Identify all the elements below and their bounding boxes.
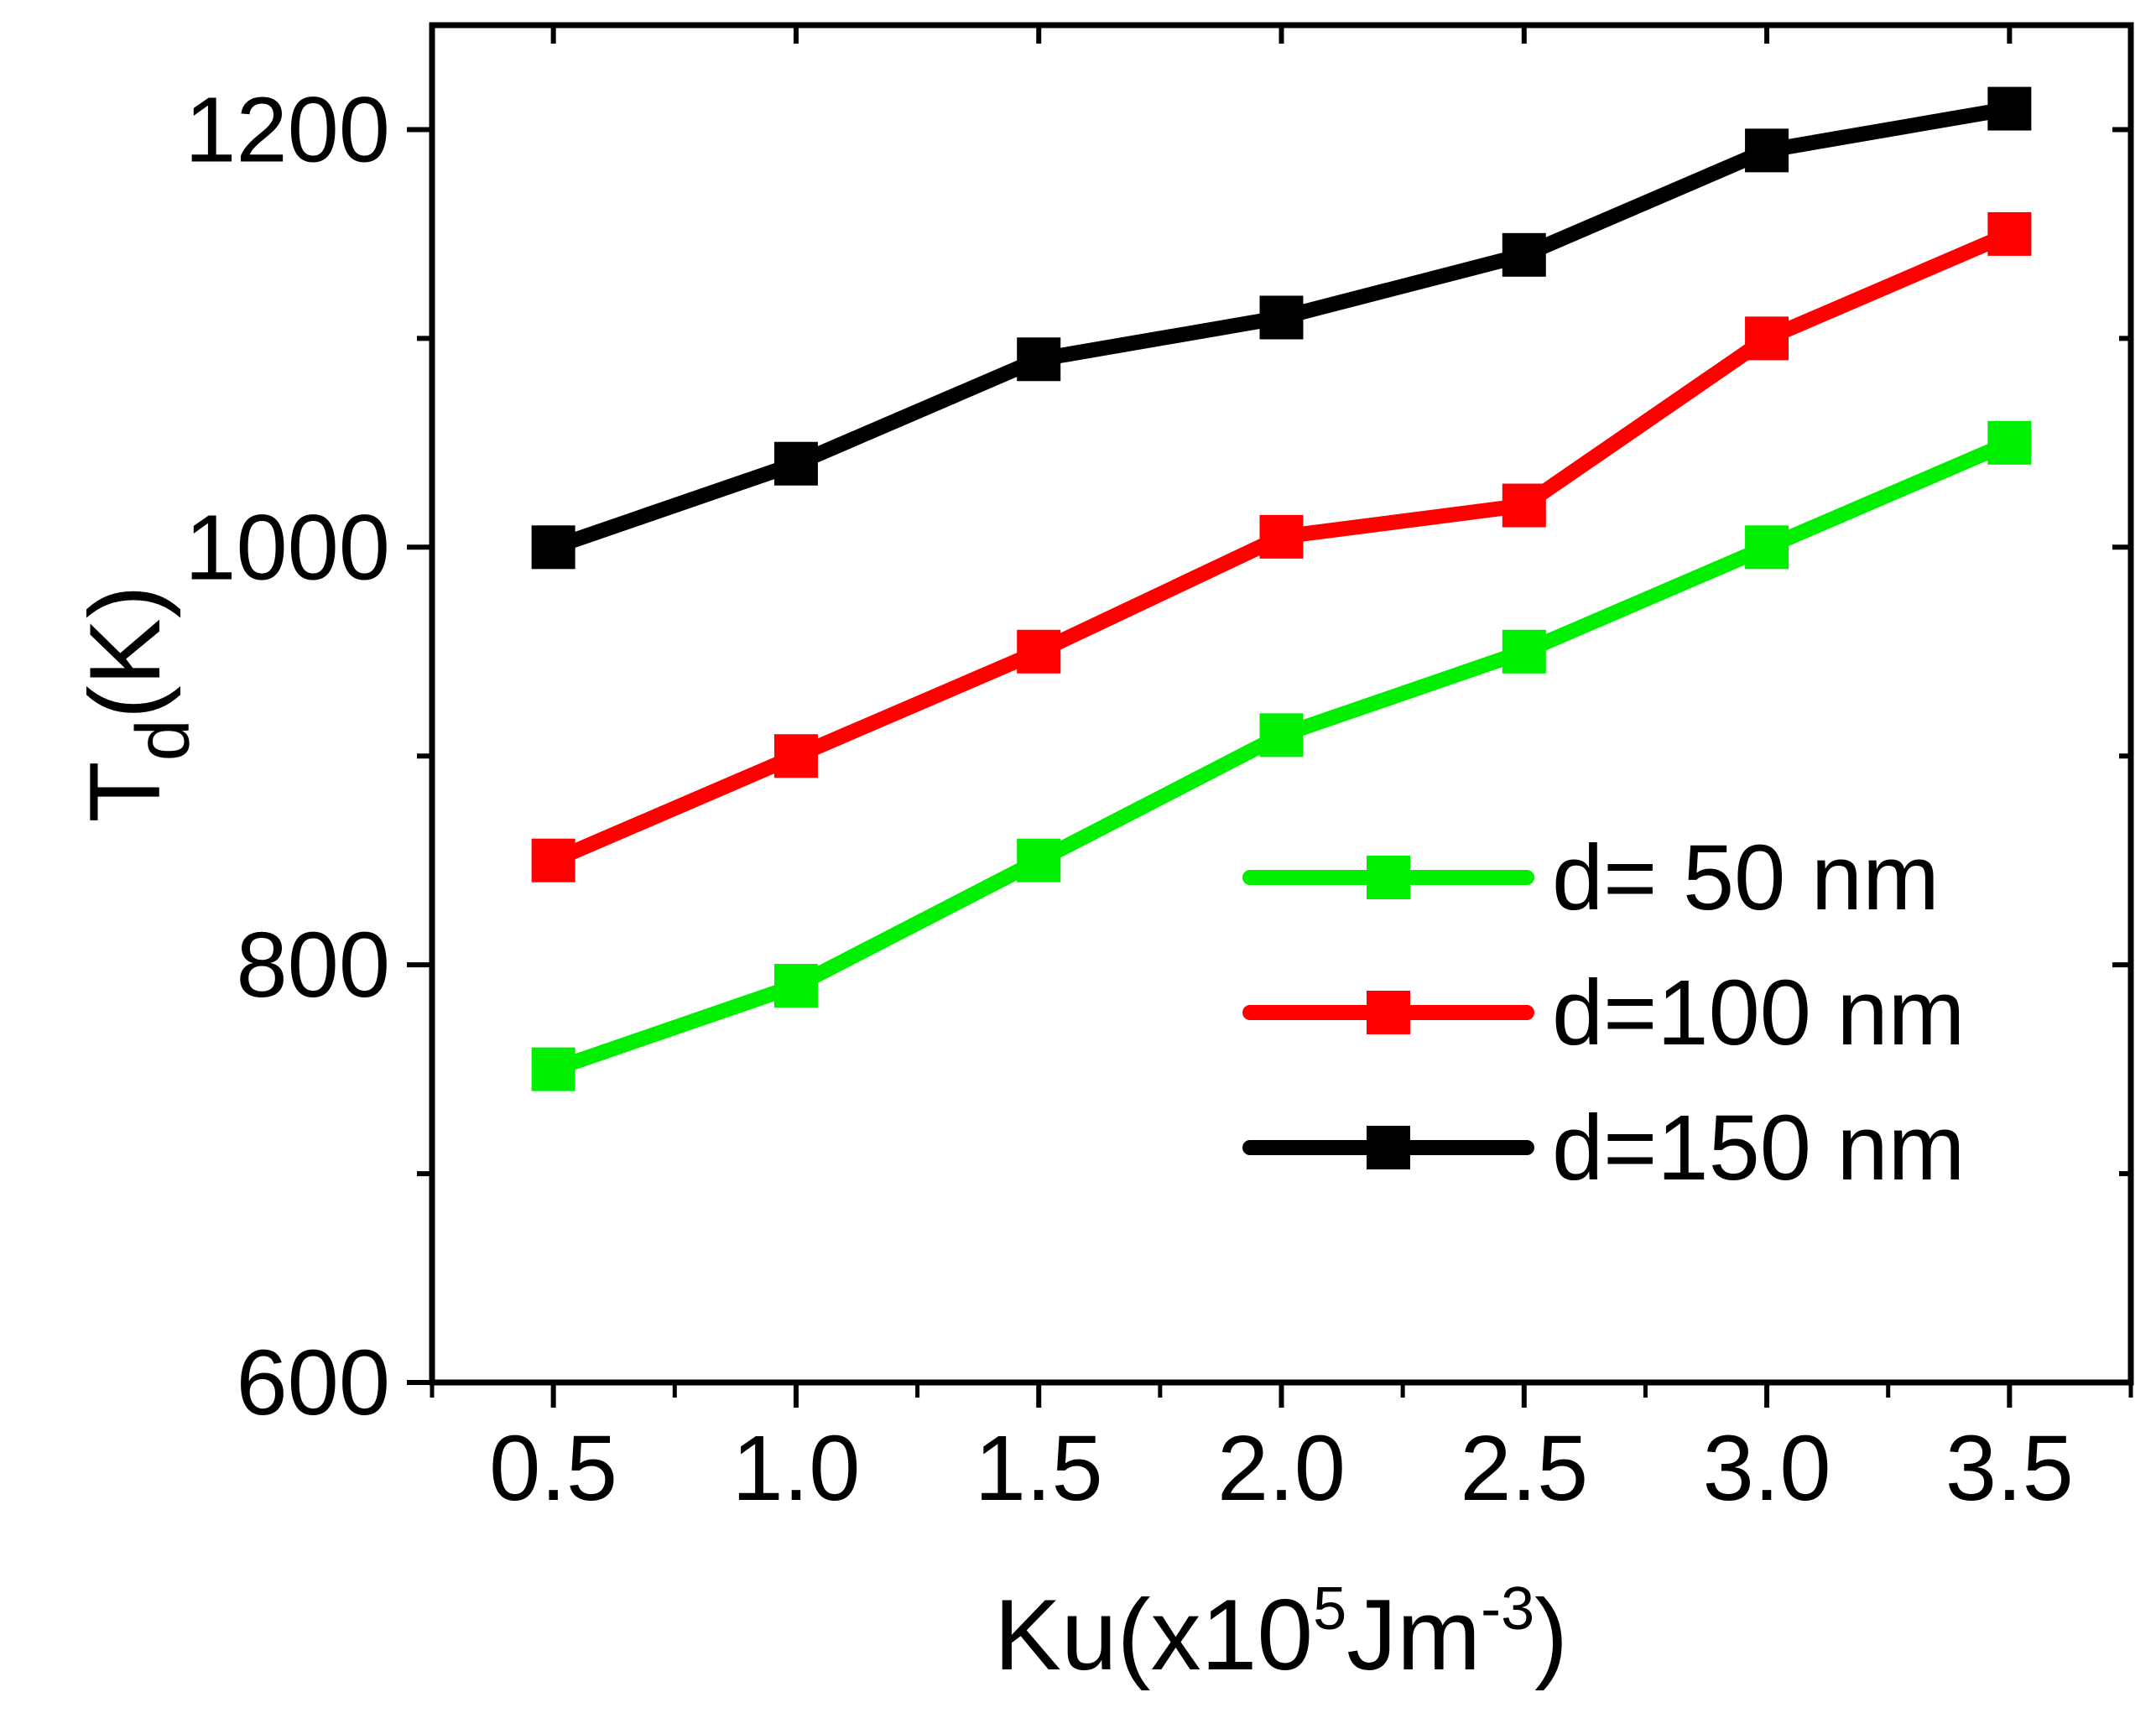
data-point (1017, 337, 1061, 382)
y-axis-title-sub: d (122, 719, 206, 761)
data-point (773, 964, 818, 1008)
legend: d= 50 nm d=100 nm d=150 nm (1242, 826, 1965, 1200)
x-axis-title-exp: 5 (1313, 1575, 1346, 1643)
x-tick-labels: 0.5 1.0 1.5 2.0 2.5 3.0 3.5 (489, 1417, 2074, 1520)
x-tick-label: 3.5 (1945, 1417, 2074, 1520)
data-point (1987, 86, 2032, 131)
data-point (1745, 128, 1789, 173)
x-axis-title-unit-exp: -3 (1481, 1575, 1534, 1643)
x-tick-label: 1.0 (732, 1417, 860, 1520)
data-point (1259, 713, 1304, 758)
series-markers (531, 86, 2032, 1091)
legend-marker (1367, 856, 1410, 899)
data-point (1502, 483, 1546, 528)
x-tick-label: 2.0 (1217, 1417, 1346, 1520)
legend-item: d=150 nm (1242, 1096, 1965, 1200)
data-point (773, 441, 818, 486)
data-point (1502, 629, 1546, 674)
x-axis-title-close: ) (1534, 1579, 1568, 1691)
data-point (531, 1047, 575, 1091)
y-axis-title: Td(K) (69, 585, 206, 822)
axis-ticks (407, 25, 2133, 1408)
data-point (1017, 838, 1061, 883)
x-axis-title-base: Ku(x10 (994, 1579, 1313, 1691)
y-tick-label: 1200 (185, 78, 390, 181)
x-tick-label: 2.5 (1460, 1417, 1588, 1520)
data-point (1017, 629, 1061, 674)
y-tick-labels: 600 800 1000 1200 (185, 78, 390, 1434)
data-point (1502, 232, 1546, 277)
y-tick-label: 800 (236, 914, 390, 1017)
x-axis-title: Ku(x105Jm-3) (994, 1575, 1568, 1691)
legend-label: d=100 nm (1552, 961, 1965, 1065)
legend-marker (1367, 1126, 1410, 1169)
data-point (1259, 295, 1304, 340)
x-tick-label: 0.5 (489, 1417, 617, 1520)
y-axis-title-base: T (69, 761, 181, 822)
data-point (773, 734, 818, 778)
x-axis-title-unit: Jm (1346, 1579, 1481, 1691)
data-point (1987, 420, 2032, 465)
y-tick-label: 1000 (185, 496, 390, 599)
data-point (1745, 316, 1789, 361)
x-tick-label: 3.0 (1703, 1417, 1831, 1520)
data-point (1259, 514, 1304, 559)
legend-label: d= 50 nm (1552, 826, 1940, 929)
legend-marker (1367, 991, 1410, 1034)
legend-item: d=100 nm (1242, 961, 1965, 1065)
legend-label: d=150 nm (1552, 1096, 1965, 1200)
y-tick-label: 600 (236, 1331, 390, 1434)
data-point (531, 838, 575, 883)
data-point (531, 525, 575, 570)
x-tick-label: 1.5 (975, 1417, 1103, 1520)
data-point (1745, 525, 1789, 570)
data-point (1987, 211, 2032, 256)
legend-item: d= 50 nm (1242, 826, 1940, 929)
y-axis-title-unit: (K) (69, 585, 181, 719)
